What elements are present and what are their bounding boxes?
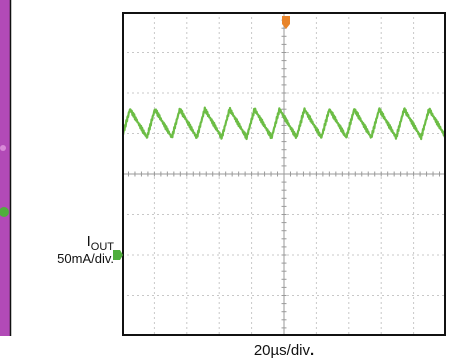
oscilloscope-screen <box>122 12 446 336</box>
channel-marker-icon <box>113 250 123 260</box>
channel-label: IOUT 50mA/div. <box>22 234 114 267</box>
adjacent-plot-point <box>0 207 9 217</box>
timebase-dot: . <box>310 342 315 359</box>
adjacent-plot-edge <box>0 0 12 336</box>
channel-name-main: I <box>86 233 91 250</box>
timebase-label: 20µs/div. <box>122 342 446 359</box>
adjacent-plot-point <box>0 145 6 151</box>
trigger-marker-icon <box>282 16 290 29</box>
timebase-value: 20µs/div <box>253 342 310 359</box>
channel-scale: 50mA/div. <box>57 251 114 266</box>
screen-frame <box>122 12 446 336</box>
channel-name: IOUT <box>22 233 114 254</box>
channel-name-subscript: OUT <box>90 241 114 253</box>
iout-waveform-trace <box>122 106 446 141</box>
center-axis-ticks <box>122 12 446 336</box>
adjacent-plot-background <box>0 0 10 336</box>
